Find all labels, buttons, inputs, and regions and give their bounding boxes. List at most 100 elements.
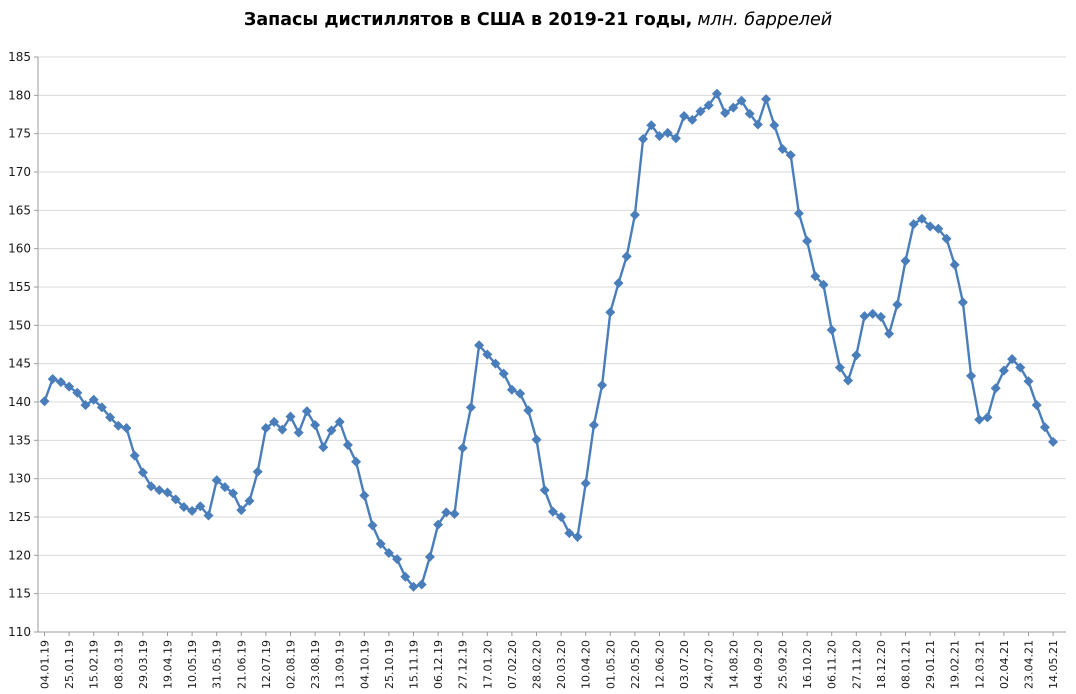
data-point-marker	[720, 107, 731, 118]
y-tick-label: 135	[8, 433, 31, 447]
x-tick-label: 01.05.20	[604, 640, 617, 689]
data-point-marker	[851, 350, 862, 361]
data-point-marker	[408, 581, 419, 592]
data-point-marker	[482, 349, 493, 360]
data-point-marker	[974, 414, 985, 425]
x-tick-label: 02.08.19	[285, 640, 298, 689]
y-tick-label: 120	[8, 548, 31, 562]
data-point-marker	[310, 419, 321, 431]
x-tick-label: 14.05.21	[1047, 640, 1060, 689]
data-point-marker	[810, 271, 821, 282]
data-point-marker	[359, 490, 370, 501]
x-tick-label: 04.09.20	[752, 640, 765, 689]
data-point-marker	[777, 143, 788, 155]
data-point-marker	[375, 538, 386, 549]
data-point-marker	[80, 400, 91, 411]
data-point-marker	[285, 411, 296, 422]
x-tick-label: 02.04.21	[998, 640, 1011, 689]
x-tick-label: 06.12.19	[432, 640, 445, 689]
x-tick-label: 12.06.20	[654, 640, 667, 689]
data-point-marker	[236, 505, 247, 516]
data-point-marker	[646, 120, 657, 131]
data-point-marker	[900, 255, 911, 266]
data-point-marker	[834, 362, 845, 373]
data-point-marker	[47, 373, 58, 385]
data-point-marker	[662, 127, 673, 138]
data-point-marker	[318, 442, 329, 453]
data-point-marker	[334, 416, 345, 427]
x-tick-label: 18.12.20	[875, 640, 888, 689]
data-point-marker	[539, 485, 550, 496]
data-point-marker	[260, 423, 271, 434]
data-point-marker	[752, 119, 763, 130]
data-point-marker	[383, 548, 394, 559]
data-point-marker	[859, 311, 870, 322]
y-tick-label: 180	[8, 88, 31, 102]
x-tick-label: 28.02.20	[531, 640, 544, 689]
x-tick-label: 12.03.21	[973, 640, 986, 689]
y-tick-label: 185	[8, 50, 31, 64]
x-tick-label: 14.08.20	[727, 640, 740, 689]
data-point-marker	[1023, 376, 1034, 387]
data-point-marker	[957, 297, 968, 308]
data-point-marker	[564, 528, 575, 539]
data-point-marker	[736, 95, 747, 106]
x-tick-label: 22.05.20	[629, 640, 642, 689]
x-tick-label: 04.01.19	[39, 640, 52, 689]
data-point-marker	[416, 579, 427, 590]
data-point-marker	[679, 111, 690, 122]
y-tick-label: 115	[8, 587, 31, 601]
data-point-marker	[269, 416, 280, 427]
y-tick-label: 140	[8, 395, 31, 409]
data-point-marker	[580, 478, 591, 489]
data-point-marker	[523, 405, 534, 416]
y-tick-label: 145	[8, 357, 31, 371]
x-tick-label: 12.07.19	[260, 640, 273, 689]
data-point-marker	[621, 251, 632, 262]
data-point-marker	[613, 278, 624, 289]
data-point-marker	[457, 442, 468, 454]
data-point-marker	[277, 424, 288, 435]
x-tick-label: 10.04.20	[580, 640, 593, 689]
y-tick-label: 110	[8, 625, 31, 639]
data-point-marker	[1015, 362, 1026, 373]
data-point-marker	[170, 494, 181, 505]
y-tick-label: 165	[8, 203, 31, 217]
data-point-marker	[367, 520, 378, 531]
data-point-marker	[695, 106, 706, 117]
data-point-marker	[982, 412, 993, 423]
data-point-marker	[785, 150, 796, 161]
data-point-marker	[998, 365, 1009, 376]
data-point-marker	[711, 88, 722, 99]
chart-title-unit: млн. баррелей	[697, 10, 833, 30]
data-point-marker	[195, 501, 206, 512]
data-point-marker	[392, 554, 403, 565]
data-point-marker	[531, 434, 542, 445]
data-point-marker	[178, 502, 189, 513]
data-point-marker	[949, 259, 960, 270]
data-point-marker	[884, 328, 895, 339]
data-point-marker	[547, 506, 558, 517]
data-point-marker	[875, 311, 886, 322]
data-point-marker	[556, 511, 567, 523]
x-tick-label: 03.07.20	[678, 640, 691, 689]
data-point-marker	[137, 467, 148, 478]
data-point-marker	[1031, 400, 1042, 411]
x-tick-label: 27.12.19	[457, 640, 470, 689]
data-point-marker	[129, 450, 140, 461]
data-point-marker	[818, 279, 829, 290]
data-point-marker	[490, 358, 501, 369]
data-point-marker	[498, 368, 509, 379]
data-point-marker	[515, 388, 526, 399]
data-point-marker	[146, 481, 157, 492]
data-point-marker	[187, 505, 198, 516]
data-point-marker	[1048, 436, 1059, 447]
x-tick-label: 07.02.20	[506, 640, 519, 689]
x-tick-label: 20.03.20	[555, 640, 568, 689]
data-point-marker	[39, 396, 50, 407]
data-point-marker	[761, 94, 772, 105]
data-point-marker	[211, 475, 222, 486]
data-point-marker	[252, 466, 263, 477]
